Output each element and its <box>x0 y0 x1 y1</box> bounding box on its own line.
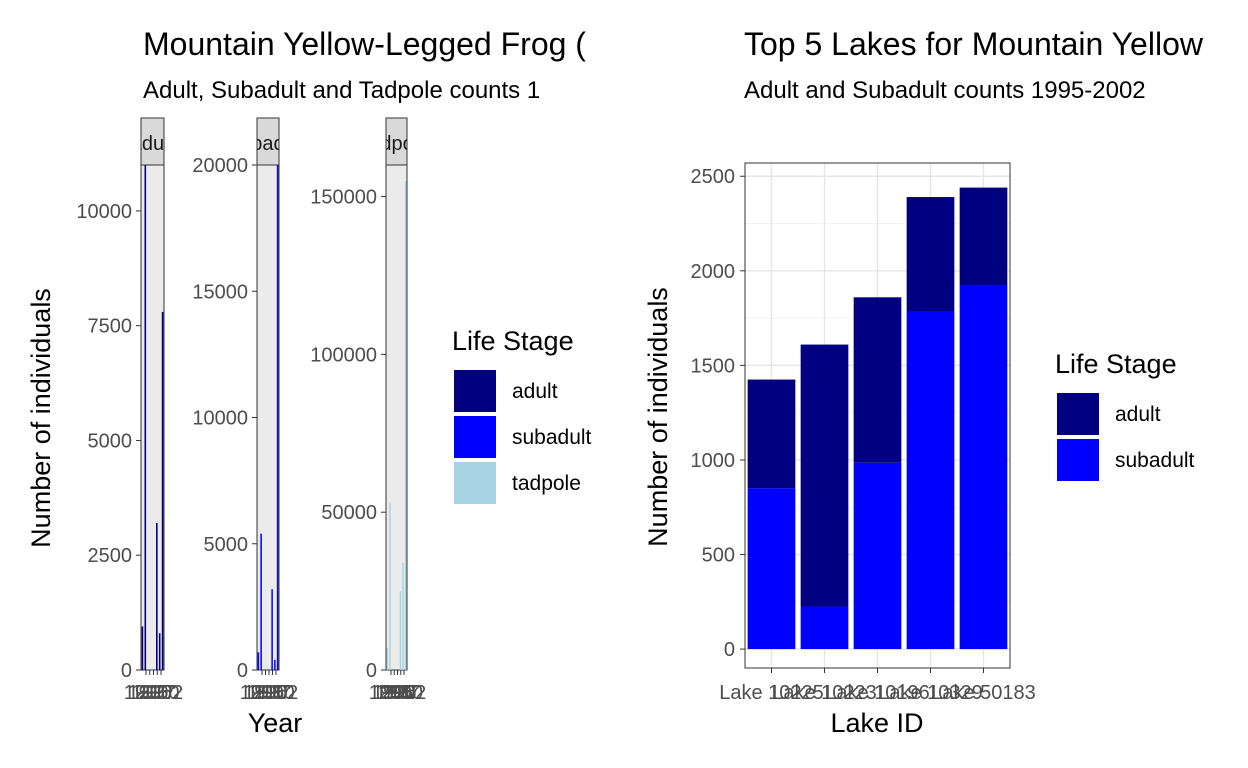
legend-swatch <box>454 462 496 504</box>
right-legend-title: Life Stage <box>1055 349 1177 379</box>
left-x-axis-title: Year <box>248 708 303 738</box>
x-tick-label: 1996 <box>243 682 288 704</box>
x-tick-label: 1995 <box>240 682 285 704</box>
x-tick-label: Lake 50183 <box>931 682 1036 704</box>
y-tick-label: 5000 <box>204 534 249 556</box>
y-tick-label: 10000 <box>192 408 248 430</box>
y-tick-label: 0 <box>366 660 377 682</box>
bar <box>274 659 276 670</box>
x-tick-label: 2002 <box>382 682 427 704</box>
right-x-axis-title: Lake ID <box>830 708 923 738</box>
bar-subadult <box>747 488 796 650</box>
bar <box>257 652 260 670</box>
bar <box>386 647 389 670</box>
y-tick-label: 2000 <box>691 261 736 283</box>
bar <box>158 633 161 670</box>
legend-swatch <box>1057 393 1099 435</box>
y-tick-label: 10000 <box>76 201 132 223</box>
bar-adult <box>959 187 1008 285</box>
facet-strip-label: tadpole <box>364 133 430 155</box>
bar-subadult <box>853 462 902 650</box>
x-tick-label: 1996 <box>372 682 417 704</box>
bar <box>402 562 404 670</box>
x-tick-label: 2002 <box>139 682 184 704</box>
legend-label: subadult <box>1115 449 1195 472</box>
facet-strip-label: subadult <box>230 133 306 155</box>
legend-swatch <box>454 416 496 458</box>
bar <box>141 626 144 670</box>
bar <box>144 165 147 670</box>
left-legend: Life Stage adult subadult tadpole <box>452 326 592 504</box>
x-tick-label: 2000 <box>135 682 180 704</box>
bar-subadult <box>800 606 849 650</box>
y-tick-label: 500 <box>702 545 735 567</box>
bar-adult <box>906 197 955 312</box>
x-tick-label: 1997 <box>375 682 420 704</box>
y-tick-label: 50000 <box>321 502 377 524</box>
left-facets: adult02500500075001000019951996199720002… <box>76 117 430 704</box>
y-tick-label: 7500 <box>88 316 133 338</box>
x-tick-label: 1995 <box>369 682 414 704</box>
x-tick-label: 2002 <box>254 682 299 704</box>
y-tick-label: 20000 <box>192 155 248 177</box>
bar-adult <box>853 297 902 463</box>
y-tick-label: 1500 <box>691 355 736 377</box>
facet-panel <box>385 164 408 671</box>
x-tick-label: 1996 <box>128 682 173 704</box>
right-chart-title: Top 5 Lakes for Mountain Yellow <box>744 26 1204 62</box>
bar <box>260 533 262 670</box>
y-tick-label: 5000 <box>88 430 133 452</box>
x-tick-label: 2000 <box>379 682 424 704</box>
x-tick-label: Lake 10223 <box>772 682 877 704</box>
legend-label: adult <box>512 380 558 403</box>
x-tick-label: Lake 10225 <box>719 682 824 704</box>
legend-swatch <box>454 370 496 412</box>
y-tick-label: 2500 <box>88 545 133 567</box>
y-tick-label: 0 <box>121 660 132 682</box>
y-tick-label: 1000 <box>691 450 736 472</box>
bar-adult <box>800 344 849 607</box>
left-legend-title: Life Stage <box>452 326 574 356</box>
bar-subadult <box>959 284 1008 650</box>
facet-strip-label: adult <box>131 133 175 155</box>
bar <box>404 180 407 670</box>
bar <box>276 165 279 670</box>
right-legend: Life Stage adult subadult <box>1055 349 1195 481</box>
y-tick-label: 100000 <box>310 344 377 366</box>
bar-subadult <box>906 311 955 650</box>
left-chart-title: Mountain Yellow-Legged Frog ( <box>143 26 586 62</box>
y-tick-label: 0 <box>237 660 248 682</box>
legend-swatch <box>1057 439 1099 481</box>
facet-panel <box>140 164 165 671</box>
legend-label: tadpole <box>512 472 581 495</box>
y-tick-label: 2500 <box>691 166 736 188</box>
x-tick-label: Lake 10196 <box>825 682 930 704</box>
bar <box>399 591 402 670</box>
bar <box>271 589 273 670</box>
y-tick-label: 15000 <box>192 281 248 303</box>
bar-adult <box>747 379 796 489</box>
y-tick-label: 0 <box>724 639 735 661</box>
x-tick-label: 1995 <box>124 682 169 704</box>
x-tick-label: 2000 <box>250 682 295 704</box>
facet-panel <box>256 164 280 671</box>
bar <box>389 502 391 670</box>
x-tick-label: Lake 10329 <box>878 682 983 704</box>
right-y-axis-title: Number of individuals <box>643 287 673 547</box>
bar <box>161 311 164 670</box>
legend-label: subadult <box>512 426 592 449</box>
x-tick-label: 1997 <box>247 682 292 704</box>
bar <box>156 523 158 670</box>
legend-label: adult <box>1115 403 1161 426</box>
x-tick-label: 1997 <box>131 682 176 704</box>
y-tick-label: 150000 <box>310 187 377 209</box>
left-y-axis-title: Number of individuals <box>26 288 56 548</box>
right-chart-subtitle: Adult and Subadult counts 1995-2002 <box>744 77 1146 104</box>
left-chart-subtitle: Adult, Subadult and Tadpole counts 1 <box>143 77 540 104</box>
